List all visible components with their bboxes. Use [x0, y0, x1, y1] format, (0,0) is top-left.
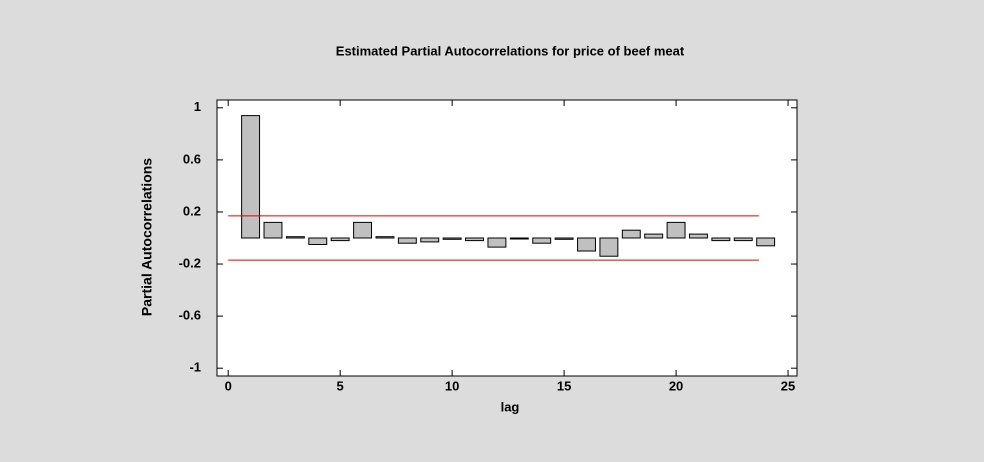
- bar: [644, 233, 664, 239]
- bar: [397, 237, 417, 244]
- bar: [330, 237, 350, 242]
- y-tick-label: -0.2: [179, 255, 201, 270]
- bar: [241, 115, 261, 239]
- bar: [285, 236, 305, 239]
- bar: [353, 221, 373, 239]
- y-tick-label: 0.6: [183, 151, 201, 166]
- bar: [599, 237, 619, 257]
- x-tick-label: 5: [337, 378, 344, 393]
- bar: [756, 237, 776, 247]
- bar: [420, 237, 440, 243]
- bar: [621, 229, 641, 239]
- bar: [308, 237, 328, 246]
- bar: [689, 233, 708, 239]
- x-tick-label: 15: [557, 378, 571, 393]
- bar: [554, 237, 574, 240]
- bar: [509, 237, 529, 240]
- chart-title: Estimated Partial Autocorrelations for p…: [336, 43, 685, 58]
- y-axis-label: Partial Autocorrelations: [139, 158, 155, 316]
- bar: [442, 237, 462, 240]
- y-tick-label: 0.2: [183, 203, 201, 218]
- bar: [263, 221, 283, 239]
- y-tick-label: -0.6: [179, 308, 201, 323]
- x-axis-label: lag: [501, 399, 520, 414]
- x-tick-label: 0: [225, 378, 232, 393]
- bar: [577, 237, 596, 252]
- bar: [375, 236, 395, 239]
- bar: [532, 237, 552, 244]
- x-tick-label: 20: [669, 378, 683, 393]
- bar: [733, 237, 753, 242]
- x-tick-label: 25: [781, 378, 795, 393]
- y-tick-label: 1: [194, 99, 201, 114]
- x-tick-label: 10: [445, 378, 459, 393]
- bar: [711, 237, 731, 242]
- y-tick-label: -1: [189, 360, 201, 375]
- bar: [465, 237, 484, 242]
- bar: [666, 221, 686, 239]
- bar: [487, 237, 507, 248]
